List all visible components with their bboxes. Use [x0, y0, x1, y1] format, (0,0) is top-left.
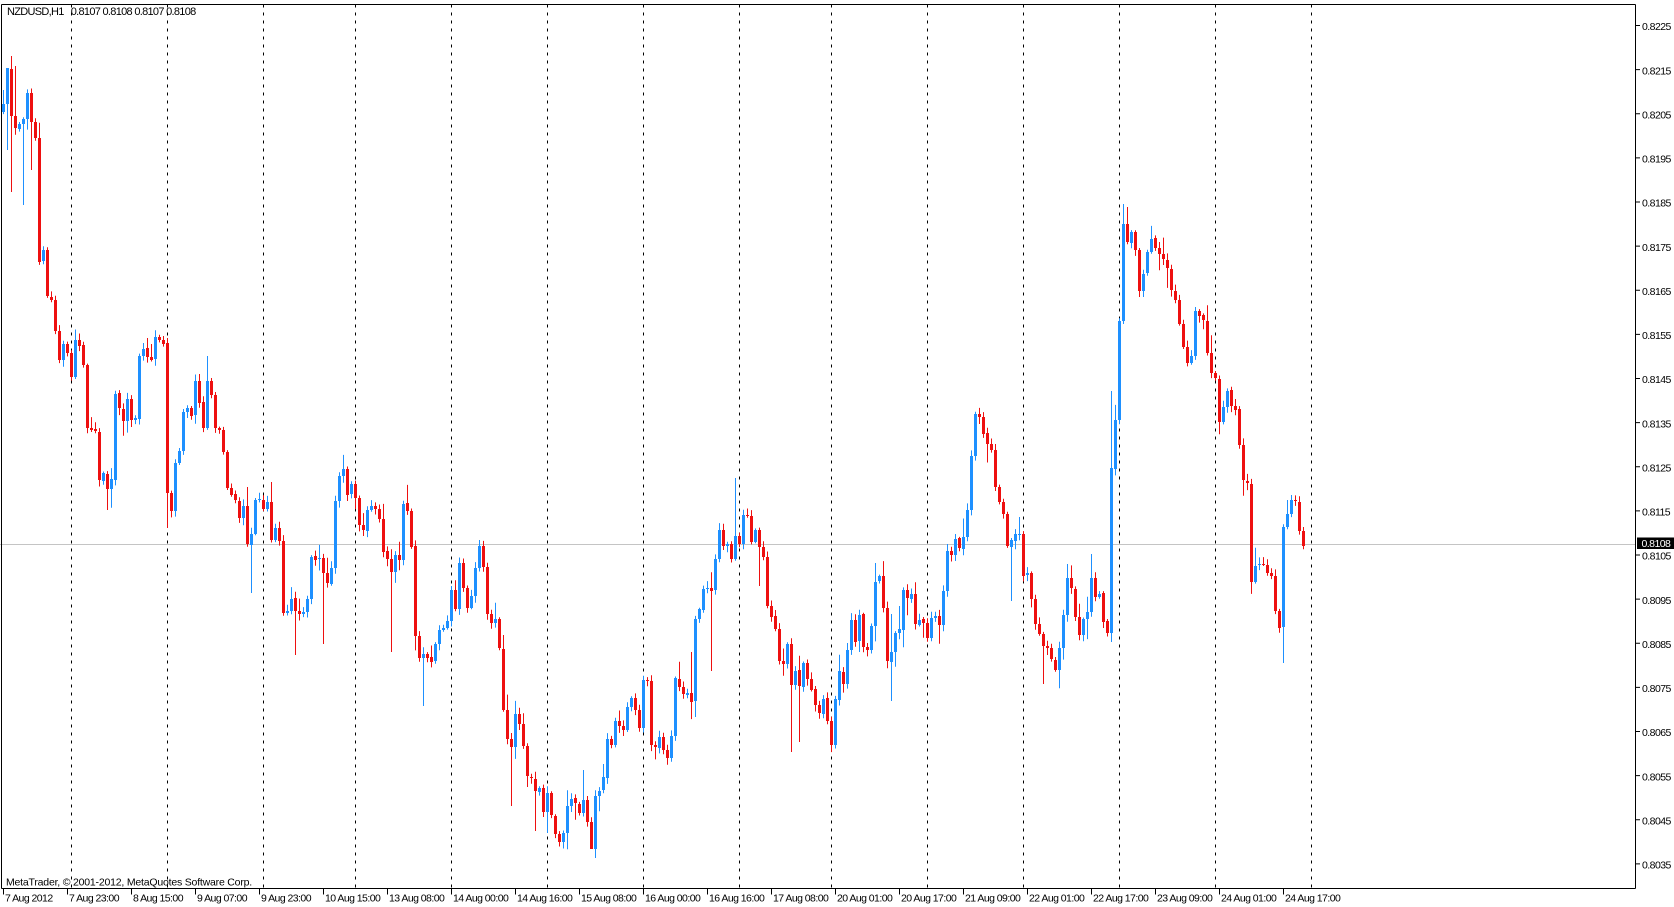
svg-text:20 Aug 01:00: 20 Aug 01:00 — [837, 893, 893, 905]
svg-text:14 Aug 16:00: 14 Aug 16:00 — [517, 893, 573, 905]
svg-text:10 Aug 15:00: 10 Aug 15:00 — [325, 893, 381, 905]
svg-text:7 Aug 2012: 7 Aug 2012 — [5, 893, 53, 905]
svg-text:0.8135: 0.8135 — [1642, 418, 1672, 430]
svg-text:16 Aug 16:00: 16 Aug 16:00 — [709, 893, 765, 905]
svg-text:7 Aug 23:00: 7 Aug 23:00 — [69, 893, 120, 905]
svg-text:MetaTrader, © 2001-2012, MetaQ: MetaTrader, © 2001-2012, MetaQuotes Soft… — [6, 877, 252, 889]
svg-text:0.8085: 0.8085 — [1642, 639, 1672, 651]
svg-text:0.8095: 0.8095 — [1642, 595, 1672, 607]
svg-text:0.8045: 0.8045 — [1642, 816, 1672, 828]
svg-text:14 Aug 00:00: 14 Aug 00:00 — [453, 893, 509, 905]
svg-text:0.8075: 0.8075 — [1642, 683, 1672, 695]
svg-text:0.8165: 0.8165 — [1642, 286, 1672, 298]
svg-text:0.8205: 0.8205 — [1642, 110, 1672, 122]
svg-text:0.8145: 0.8145 — [1642, 374, 1672, 386]
svg-text:0.8105: 0.8105 — [1642, 551, 1672, 563]
svg-text:0.8175: 0.8175 — [1642, 242, 1672, 254]
svg-text:0.8155: 0.8155 — [1642, 330, 1672, 342]
svg-text:0.8055: 0.8055 — [1642, 771, 1672, 783]
svg-text:23 Aug 09:00: 23 Aug 09:00 — [1157, 893, 1213, 905]
svg-text:0.8125: 0.8125 — [1642, 462, 1672, 474]
svg-text:22 Aug 01:00: 22 Aug 01:00 — [1029, 893, 1085, 905]
svg-text:0.8115: 0.8115 — [1642, 507, 1671, 519]
svg-text:0.8215: 0.8215 — [1642, 65, 1672, 77]
svg-text:20 Aug 17:00: 20 Aug 17:00 — [901, 893, 957, 905]
svg-text:15 Aug 08:00: 15 Aug 08:00 — [581, 893, 637, 905]
svg-text:24 Aug 17:00: 24 Aug 17:00 — [1285, 893, 1341, 905]
svg-text:24 Aug 01:00: 24 Aug 01:00 — [1221, 893, 1277, 905]
svg-text:16 Aug 00:00: 16 Aug 00:00 — [645, 893, 701, 905]
svg-text:8 Aug 15:00: 8 Aug 15:00 — [133, 893, 184, 905]
svg-text:22 Aug 17:00: 22 Aug 17:00 — [1093, 893, 1149, 905]
svg-text:NZDUSD,H1 0.8107 0.8108 0.81: NZDUSD,H1 0.8107 0.8108 0.8107 0.8108 — [7, 6, 196, 18]
svg-text:9 Aug 07:00: 9 Aug 07:00 — [197, 893, 248, 905]
svg-text:21 Aug 09:00: 21 Aug 09:00 — [965, 893, 1021, 905]
svg-text:0.8185: 0.8185 — [1642, 198, 1672, 210]
svg-text:0.8035: 0.8035 — [1642, 860, 1672, 872]
svg-text:0.8108: 0.8108 — [1642, 538, 1672, 550]
svg-text:9 Aug 23:00: 9 Aug 23:00 — [261, 893, 312, 905]
svg-text:0.8195: 0.8195 — [1642, 154, 1672, 166]
svg-text:17 Aug 08:00: 17 Aug 08:00 — [773, 893, 829, 905]
svg-text:13 Aug 08:00: 13 Aug 08:00 — [389, 893, 445, 905]
svg-text:0.8065: 0.8065 — [1642, 727, 1672, 739]
svg-text:0.8225: 0.8225 — [1642, 21, 1672, 33]
